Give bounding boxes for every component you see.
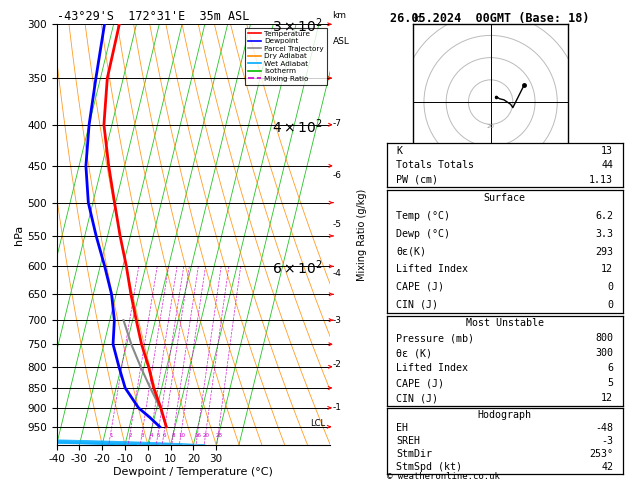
Legend: Temperature, Dewpoint, Parcel Trajectory, Dry Adiabat, Wet Adiabat, Isotherm, Mi: Temperature, Dewpoint, Parcel Trajectory…	[245, 28, 326, 85]
Text: K: K	[396, 146, 403, 156]
Text: CAPE (J): CAPE (J)	[396, 378, 444, 388]
Text: CIN (J): CIN (J)	[396, 299, 438, 310]
Text: θε(K): θε(K)	[396, 246, 426, 257]
Text: 6: 6	[163, 434, 166, 438]
Text: 40: 40	[487, 146, 494, 152]
Text: 3.3: 3.3	[595, 229, 613, 239]
Text: Totals Totals: Totals Totals	[396, 160, 474, 170]
Text: 10: 10	[178, 434, 185, 438]
Text: 293: 293	[595, 246, 613, 257]
Text: Mixing Ratio (g/kg): Mixing Ratio (g/kg)	[357, 189, 367, 280]
Text: ASL: ASL	[333, 37, 349, 46]
Text: 2: 2	[129, 434, 132, 438]
Text: kt: kt	[413, 14, 422, 23]
Text: 44: 44	[601, 160, 613, 170]
Text: 800: 800	[595, 333, 613, 344]
Text: StmSpd (kt): StmSpd (kt)	[396, 462, 462, 472]
Text: Lifted Index: Lifted Index	[396, 364, 468, 373]
Text: 12: 12	[601, 393, 613, 403]
Text: 5: 5	[607, 378, 613, 388]
Text: 6: 6	[607, 364, 613, 373]
Text: -7: -7	[333, 120, 342, 128]
Text: 0: 0	[607, 282, 613, 292]
Text: 28: 28	[215, 434, 222, 438]
Text: 60: 60	[487, 169, 494, 174]
Text: -5: -5	[333, 221, 342, 229]
Text: -48: -48	[595, 423, 613, 433]
Text: Surface: Surface	[484, 193, 526, 204]
Text: CIN (J): CIN (J)	[396, 393, 438, 403]
Text: -43°29'S  172°31'E  35m ASL: -43°29'S 172°31'E 35m ASL	[57, 10, 249, 23]
Text: LCL: LCL	[311, 418, 326, 428]
Text: 42: 42	[601, 462, 613, 472]
Text: km: km	[333, 11, 347, 20]
Text: EH: EH	[396, 423, 408, 433]
Text: StmDir: StmDir	[396, 449, 432, 459]
Text: 0: 0	[607, 299, 613, 310]
Text: -6: -6	[333, 171, 342, 179]
Text: SREH: SREH	[396, 436, 420, 446]
Text: -1: -1	[333, 402, 342, 412]
Y-axis label: hPa: hPa	[14, 225, 25, 244]
Text: Most Unstable: Most Unstable	[465, 318, 544, 329]
Text: CAPE (J): CAPE (J)	[396, 282, 444, 292]
Text: Dewp (°C): Dewp (°C)	[396, 229, 450, 239]
Text: Temp (°C): Temp (°C)	[396, 211, 450, 221]
Text: 1.13: 1.13	[589, 175, 613, 185]
Text: 26.05.2024  00GMT (Base: 18): 26.05.2024 00GMT (Base: 18)	[390, 12, 589, 25]
Text: 12: 12	[601, 264, 613, 274]
Text: 300: 300	[595, 348, 613, 358]
Text: 16: 16	[194, 434, 201, 438]
Text: 253°: 253°	[589, 449, 613, 459]
Text: -4: -4	[333, 269, 342, 278]
Text: 3: 3	[141, 434, 144, 438]
Text: Pressure (mb): Pressure (mb)	[396, 333, 474, 344]
Text: Hodograph: Hodograph	[478, 410, 532, 420]
Text: PW (cm): PW (cm)	[396, 175, 438, 185]
Text: 8: 8	[172, 434, 175, 438]
Text: © weatheronline.co.uk: © weatheronline.co.uk	[387, 472, 499, 481]
Text: -3: -3	[333, 315, 342, 325]
Text: -2: -2	[333, 360, 342, 369]
Text: 20: 20	[487, 124, 494, 129]
Text: 5: 5	[157, 434, 160, 438]
X-axis label: Dewpoint / Temperature (°C): Dewpoint / Temperature (°C)	[113, 467, 274, 477]
Text: 13: 13	[601, 146, 613, 156]
Text: 1: 1	[109, 434, 113, 438]
Text: 4: 4	[150, 434, 153, 438]
Text: Lifted Index: Lifted Index	[396, 264, 468, 274]
Text: -3: -3	[601, 436, 613, 446]
Text: 6.2: 6.2	[595, 211, 613, 221]
Text: θε (K): θε (K)	[396, 348, 432, 358]
Text: 20: 20	[203, 434, 209, 438]
